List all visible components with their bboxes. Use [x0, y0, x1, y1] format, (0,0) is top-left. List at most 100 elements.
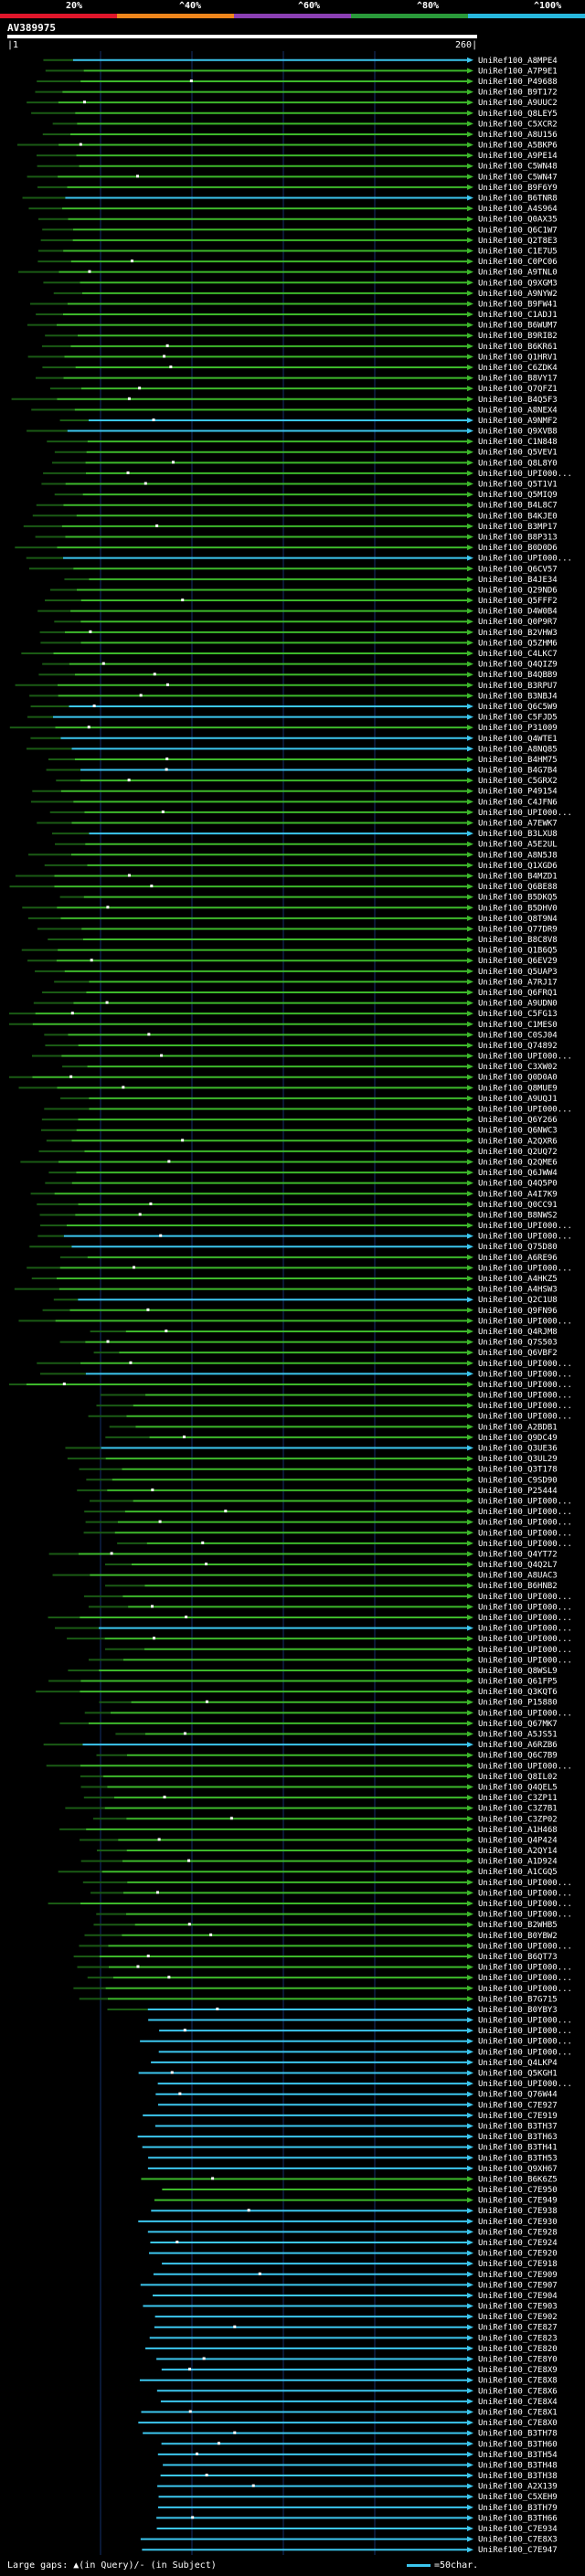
hit-label[interactable]: UniRef100_B3TH48	[478, 2461, 558, 2470]
hit-label[interactable]: UniRef100_B3TH38	[478, 2472, 558, 2481]
hit-label[interactable]: UniRef100_B8P313	[478, 533, 558, 542]
hit-label[interactable]: UniRef100_C7E8X9	[478, 2366, 558, 2375]
hit-label[interactable]: UniRef100_A4S964	[478, 205, 558, 214]
hit-label[interactable]: UniRef100_UPI000...	[478, 1603, 572, 1612]
hit-label[interactable]: UniRef100_Q5VEV1	[478, 449, 558, 458]
hit-label[interactable]: UniRef100_UPI000...	[478, 1360, 572, 1369]
hit-label[interactable]: UniRef100_B0YBW2	[478, 1932, 558, 1941]
hit-label[interactable]: UniRef100_UPI000...	[478, 1370, 572, 1379]
hit-label[interactable]: UniRef100_B0D0D6	[478, 544, 558, 553]
hit-label[interactable]: UniRef100_Q7QFZ1	[478, 385, 558, 394]
hit-label[interactable]: UniRef100_B6WUM7	[478, 322, 558, 331]
hit-label[interactable]: UniRef100_Q1XGD6	[478, 862, 558, 871]
hit-label[interactable]: UniRef100_B3RPU7	[478, 682, 558, 691]
hit-label[interactable]: UniRef100_UPI000...	[478, 1222, 572, 1231]
hit-label[interactable]: UniRef100_B2WHB5	[478, 1921, 558, 1930]
hit-label[interactable]: UniRef100_Q5KGH1	[478, 2070, 558, 2079]
hit-label[interactable]: UniRef100_Q8MUE9	[478, 1084, 558, 1093]
hit-label[interactable]: UniRef100_C7E827	[478, 2324, 558, 2333]
hit-label[interactable]: UniRef100_Q61FP5	[478, 1678, 558, 1687]
hit-label[interactable]: UniRef100_B6HNB2	[478, 1582, 558, 1591]
hit-label[interactable]: UniRef100_Q4QIZ9	[478, 661, 558, 670]
hit-label[interactable]: UniRef100_UPI000...	[478, 1317, 572, 1326]
hit-label[interactable]: UniRef100_C7E909	[478, 2271, 558, 2280]
hit-label[interactable]: UniRef100_UPI000...	[478, 1519, 572, 1528]
hit-label[interactable]: UniRef100_A9UDN0	[478, 1000, 558, 1009]
hit-label[interactable]: UniRef100_B4HM75	[478, 756, 558, 765]
hit-label[interactable]: UniRef100_Q6VBF2	[478, 1349, 558, 1358]
hit-label[interactable]: UniRef100_B6K6Z5	[478, 2175, 558, 2184]
hit-label[interactable]: UniRef100_Q4RJM8	[478, 1328, 558, 1337]
hit-label[interactable]: UniRef100_UPI000...	[478, 2080, 572, 2089]
hit-label[interactable]: UniRef100_UPI000...	[478, 1964, 572, 1973]
hit-label[interactable]: UniRef100_B3TH78	[478, 2430, 558, 2439]
hit-label[interactable]: UniRef100_A7P9E1	[478, 67, 558, 76]
hit-label[interactable]: UniRef100_A4HKZ5	[478, 1275, 558, 1284]
hit-label[interactable]: UniRef100_Q4Q5P0	[478, 1180, 558, 1189]
hit-label[interactable]: UniRef100_B3NBJ4	[478, 692, 558, 701]
hit-label[interactable]: UniRef100_UPI000...	[478, 1106, 572, 1115]
hit-label[interactable]: UniRef100_UPI000...	[478, 1879, 572, 1888]
hit-label[interactable]: UniRef100_C7E8X4	[478, 2398, 558, 2407]
hit-label[interactable]: UniRef100_Q0D0A0	[478, 1074, 558, 1083]
hit-label[interactable]: UniRef100_A8NQ85	[478, 745, 558, 754]
hit-label[interactable]: UniRef100_Q3KQT6	[478, 1688, 558, 1697]
hit-label[interactable]: UniRef100_A8MPE4	[478, 57, 558, 66]
hit-label[interactable]: UniRef100_Q67MK7	[478, 1720, 558, 1729]
hit-label[interactable]: UniRef100_Q6C1W7	[478, 226, 558, 235]
hit-label[interactable]: UniRef100_A4I7K9	[478, 1190, 558, 1199]
hit-label[interactable]: UniRef100_B3TH53	[478, 2154, 558, 2163]
hit-label[interactable]: UniRef100_C7E907	[478, 2281, 558, 2290]
hit-label[interactable]: UniRef100_P49688	[478, 78, 558, 87]
hit-label[interactable]: UniRef100_C7E950	[478, 2186, 558, 2195]
hit-label[interactable]: UniRef100_A6RE96	[478, 1254, 558, 1263]
hit-label[interactable]: UniRef100_Q9XVB8	[478, 428, 558, 437]
hit-label[interactable]: UniRef100_UPI000...	[478, 2038, 572, 2047]
hit-label[interactable]: UniRef100_UPI000...	[478, 1900, 572, 1909]
hit-label[interactable]: UniRef100_B9RIB2	[478, 332, 558, 341]
hit-label[interactable]: UniRef100_Q1HRV1	[478, 353, 558, 362]
hit-label[interactable]: UniRef100_B4KJE0	[478, 512, 558, 521]
hit-label[interactable]: UniRef100_B3TH37	[478, 2122, 558, 2131]
hit-label[interactable]: UniRef100_B4JE34	[478, 576, 558, 585]
hit-label[interactable]: UniRef100_UPI000...	[478, 1053, 572, 1062]
hit-label[interactable]: UniRef100_A5E2UL	[478, 841, 558, 850]
hit-label[interactable]: UniRef100_UPI000...	[478, 2017, 572, 2026]
hit-label[interactable]: UniRef100_C7E823	[478, 2334, 558, 2343]
hit-label[interactable]: UniRef100_B4QBB9	[478, 671, 558, 680]
hit-label[interactable]: UniRef100_UPI000...	[478, 1233, 572, 1242]
hit-label[interactable]: UniRef100_Q3UL29	[478, 1455, 558, 1464]
hit-label[interactable]: UniRef100_C3XW02	[478, 1063, 558, 1072]
hit-label[interactable]: UniRef100_Q4Q2L7	[478, 1561, 558, 1570]
hit-label[interactable]: UniRef100_B3TH60	[478, 2440, 558, 2449]
hit-label[interactable]: UniRef100_UPI000...	[478, 1942, 572, 1951]
hit-label[interactable]: UniRef100_A9UUC2	[478, 99, 558, 108]
hit-label[interactable]: UniRef100_UPI000...	[478, 1264, 572, 1273]
hit-label[interactable]: UniRef100_A8UAC3	[478, 1572, 558, 1581]
hit-label[interactable]: UniRef100_Q8LEY5	[478, 110, 558, 119]
hit-label[interactable]: UniRef100_Q6JWW4	[478, 1169, 558, 1178]
hit-label[interactable]: UniRef100_D4W0B4	[478, 608, 558, 617]
hit-label[interactable]: UniRef100_C3ZP02	[478, 1815, 558, 1824]
hit-label[interactable]: UniRef100_A9PE14	[478, 152, 558, 161]
hit-label[interactable]: UniRef100_C1ADJ1	[478, 311, 558, 320]
hit-label[interactable]: UniRef100_Q6NWC3	[478, 1127, 558, 1136]
hit-label[interactable]: UniRef100_Q29ND6	[478, 586, 558, 595]
hit-label[interactable]: UniRef100_B9T172	[478, 89, 558, 98]
hit-label[interactable]: UniRef100_C7E904	[478, 2292, 558, 2301]
hit-label[interactable]: UniRef100_C5XCR2	[478, 120, 558, 129]
hit-label[interactable]: UniRef100_Q5ZHM6	[478, 639, 558, 648]
hit-label[interactable]: UniRef100_A8NEX4	[478, 406, 558, 415]
hit-label[interactable]: UniRef100_Q3UE36	[478, 1445, 558, 1454]
hit-label[interactable]: UniRef100_A6RZB6	[478, 1741, 558, 1750]
hit-label[interactable]: UniRef100_UPI000...	[478, 1911, 572, 1920]
hit-label[interactable]: UniRef100_UPI000...	[478, 1392, 572, 1401]
hit-label[interactable]: UniRef100_Q2UQ72	[478, 1148, 558, 1157]
hit-label[interactable]: UniRef100_UPI000...	[478, 1762, 572, 1771]
hit-label[interactable]: UniRef100_C4LKC7	[478, 650, 558, 659]
hit-label[interactable]: UniRef100_P15880	[478, 1699, 558, 1708]
hit-label[interactable]: UniRef100_UPI000...	[478, 1635, 572, 1644]
hit-label[interactable]: UniRef100_Q8T9N4	[478, 915, 558, 924]
hit-label[interactable]: UniRef100_C5FG13	[478, 1010, 558, 1019]
hit-label[interactable]: UniRef100_UPI000...	[478, 1709, 572, 1718]
